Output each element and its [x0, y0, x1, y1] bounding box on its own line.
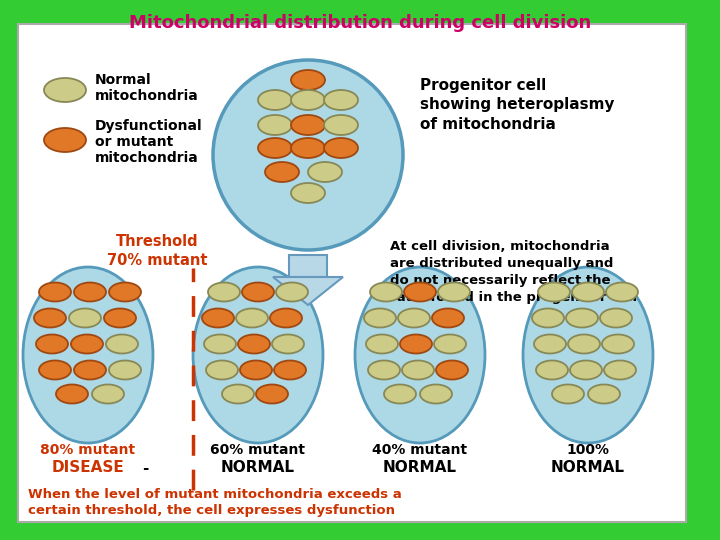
Ellipse shape	[222, 384, 254, 403]
Text: -: -	[142, 461, 148, 476]
Ellipse shape	[366, 334, 398, 354]
Ellipse shape	[242, 282, 274, 301]
Ellipse shape	[291, 115, 325, 135]
Ellipse shape	[432, 308, 464, 327]
Text: At cell division, mitochondria
are distributed unequally and
do not necessarily : At cell division, mitochondria are distr…	[390, 240, 637, 304]
Ellipse shape	[39, 282, 71, 301]
Ellipse shape	[604, 361, 636, 380]
Ellipse shape	[291, 138, 325, 158]
Ellipse shape	[258, 115, 292, 135]
Ellipse shape	[238, 334, 270, 354]
Ellipse shape	[34, 308, 66, 327]
Ellipse shape	[265, 162, 299, 182]
Ellipse shape	[538, 282, 570, 301]
Text: DISEASE: DISEASE	[52, 461, 125, 476]
Ellipse shape	[74, 361, 106, 380]
Ellipse shape	[69, 308, 101, 327]
Ellipse shape	[274, 361, 306, 380]
Ellipse shape	[23, 267, 153, 443]
Ellipse shape	[523, 267, 653, 443]
Ellipse shape	[368, 361, 400, 380]
Ellipse shape	[402, 361, 434, 380]
Text: 100%: 100%	[567, 443, 610, 457]
Ellipse shape	[213, 60, 403, 250]
FancyBboxPatch shape	[18, 24, 686, 522]
Ellipse shape	[400, 334, 432, 354]
Ellipse shape	[324, 115, 358, 135]
Text: Dysfunctional
or mutant
mitochondria: Dysfunctional or mutant mitochondria	[95, 119, 202, 165]
Ellipse shape	[56, 384, 88, 403]
Ellipse shape	[256, 384, 288, 403]
Ellipse shape	[566, 308, 598, 327]
Ellipse shape	[270, 308, 302, 327]
Ellipse shape	[436, 361, 468, 380]
Ellipse shape	[276, 282, 308, 301]
Text: NORMAL: NORMAL	[383, 461, 457, 476]
Ellipse shape	[258, 90, 292, 110]
Text: NORMAL: NORMAL	[551, 461, 625, 476]
Ellipse shape	[534, 334, 566, 354]
Ellipse shape	[324, 138, 358, 158]
Ellipse shape	[109, 361, 141, 380]
Text: NORMAL: NORMAL	[221, 461, 295, 476]
Text: 80% mutant: 80% mutant	[40, 443, 135, 457]
Ellipse shape	[240, 361, 272, 380]
Ellipse shape	[536, 361, 568, 380]
Ellipse shape	[384, 384, 416, 403]
Ellipse shape	[202, 308, 234, 327]
Text: 60% mutant: 60% mutant	[210, 443, 305, 457]
Ellipse shape	[36, 334, 68, 354]
Ellipse shape	[606, 282, 638, 301]
Polygon shape	[273, 277, 343, 305]
Ellipse shape	[104, 308, 136, 327]
Ellipse shape	[39, 361, 71, 380]
Ellipse shape	[258, 138, 292, 158]
Ellipse shape	[71, 334, 103, 354]
Ellipse shape	[44, 78, 86, 102]
Text: Progenitor cell
showing heteroplasmy
of mitochondria: Progenitor cell showing heteroplasmy of …	[420, 78, 614, 132]
Ellipse shape	[74, 282, 106, 301]
Ellipse shape	[552, 384, 584, 403]
Ellipse shape	[106, 334, 138, 354]
Ellipse shape	[324, 90, 358, 110]
Ellipse shape	[600, 308, 632, 327]
Text: Threshold
70% mutant: Threshold 70% mutant	[107, 234, 207, 268]
Ellipse shape	[398, 308, 430, 327]
Text: Mitochondrial distribution during cell division: Mitochondrial distribution during cell d…	[129, 14, 591, 32]
Ellipse shape	[570, 361, 602, 380]
Ellipse shape	[44, 128, 86, 152]
Ellipse shape	[364, 308, 396, 327]
Ellipse shape	[404, 282, 436, 301]
Ellipse shape	[602, 334, 634, 354]
Ellipse shape	[438, 282, 470, 301]
Ellipse shape	[206, 361, 238, 380]
Ellipse shape	[92, 384, 124, 403]
Ellipse shape	[291, 183, 325, 203]
Text: 40% mutant: 40% mutant	[372, 443, 467, 457]
Ellipse shape	[272, 334, 304, 354]
Ellipse shape	[193, 267, 323, 443]
FancyBboxPatch shape	[289, 255, 327, 277]
Ellipse shape	[236, 308, 268, 327]
Ellipse shape	[370, 282, 402, 301]
Ellipse shape	[204, 334, 236, 354]
Ellipse shape	[420, 384, 452, 403]
Ellipse shape	[434, 334, 466, 354]
Ellipse shape	[291, 70, 325, 90]
Ellipse shape	[308, 162, 342, 182]
Ellipse shape	[109, 282, 141, 301]
Ellipse shape	[572, 282, 604, 301]
Ellipse shape	[568, 334, 600, 354]
Ellipse shape	[588, 384, 620, 403]
Ellipse shape	[291, 90, 325, 110]
Text: When the level of mutant mitochondria exceeds a
certain threshold, the cell expr: When the level of mutant mitochondria ex…	[28, 488, 402, 517]
Ellipse shape	[355, 267, 485, 443]
Ellipse shape	[532, 308, 564, 327]
Text: Normal
mitochondria: Normal mitochondria	[95, 73, 199, 103]
Ellipse shape	[208, 282, 240, 301]
